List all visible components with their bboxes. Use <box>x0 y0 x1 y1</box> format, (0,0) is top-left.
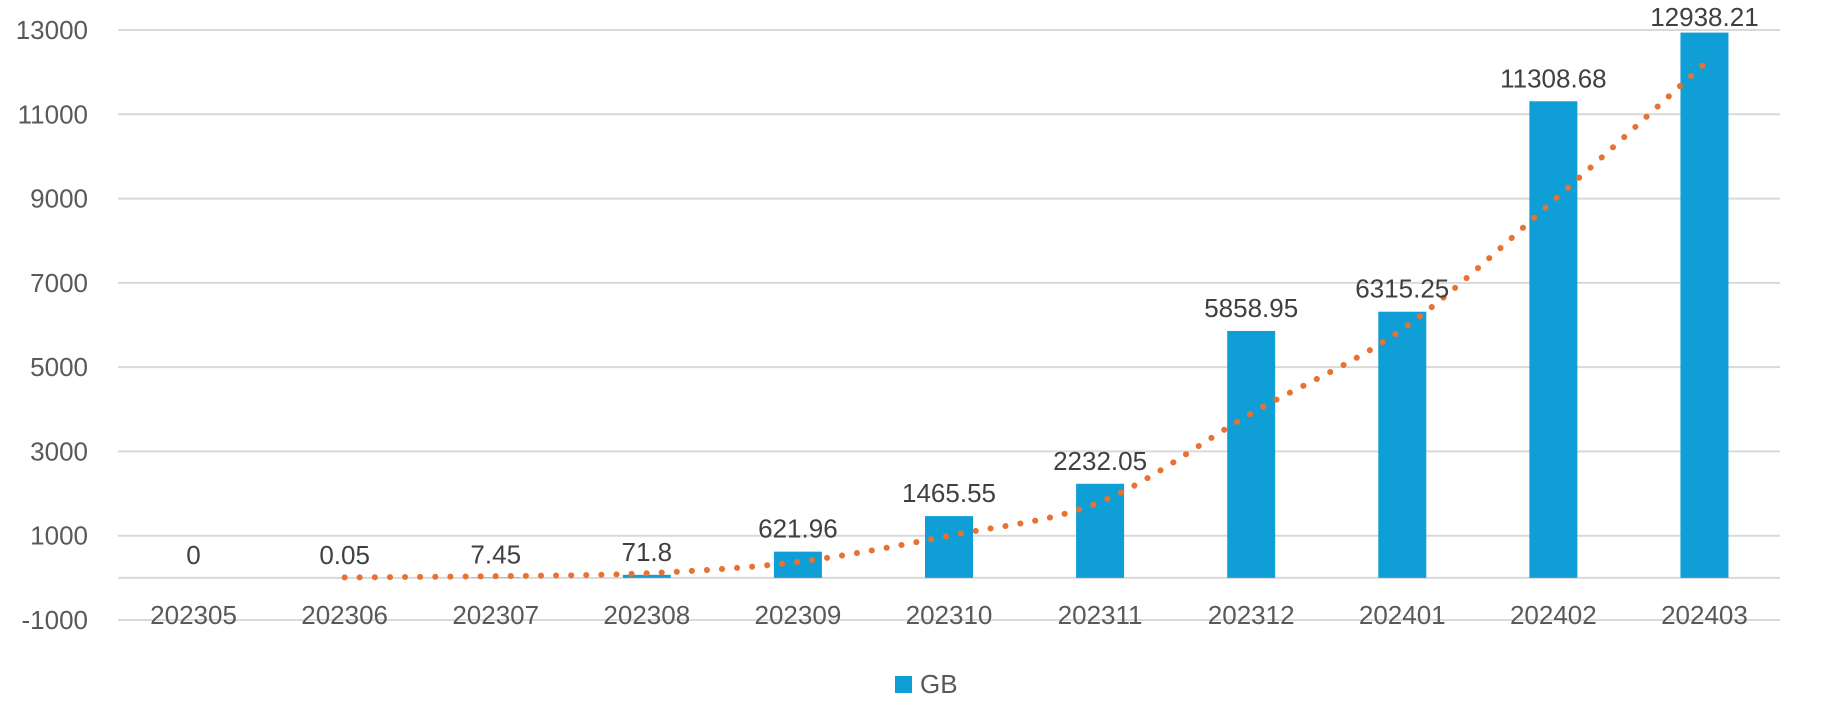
trendline <box>341 60 1708 581</box>
legend-label-gb: GB <box>920 669 958 699</box>
bar <box>622 574 671 578</box>
trendline-path <box>341 60 1708 581</box>
y-tick-label: 7000 <box>30 268 88 298</box>
bars <box>320 32 1729 578</box>
x-tick-label: 202309 <box>755 600 842 630</box>
bar <box>1227 330 1276 578</box>
data-label: 6315.25 <box>1355 274 1449 304</box>
bar <box>1076 483 1125 578</box>
y-tick-label: 1000 <box>30 521 88 551</box>
y-tick-label: -1000 <box>22 605 89 635</box>
y-tick-label: 5000 <box>30 352 88 382</box>
x-tick-label: 202310 <box>906 600 993 630</box>
data-label: 621.96 <box>758 514 838 544</box>
bar <box>925 516 973 578</box>
legend-swatch-gb <box>895 676 912 693</box>
data-label: 11308.68 <box>1500 63 1607 93</box>
x-tick-label: 202307 <box>452 600 539 630</box>
data-label: 0 <box>186 540 200 570</box>
data-label: 1465.55 <box>902 478 996 508</box>
x-axis-ticks: 202305 202306 202307 202308 202309 202310 2023… <box>150 600 1748 630</box>
y-tick-label: 9000 <box>30 184 88 214</box>
x-tick-label: 202401 <box>1359 600 1446 630</box>
data-label: 5858.95 <box>1204 293 1298 323</box>
bar <box>1529 101 1578 578</box>
x-tick-label: 202312 <box>1208 600 1295 630</box>
x-tick-label: 202306 <box>301 600 388 630</box>
legend: GB <box>895 669 958 699</box>
x-tick-label: 202305 <box>150 600 237 630</box>
data-label: 12938.21 <box>1650 2 1758 32</box>
data-labels: 0 0.05 7.45 71.8 621.96 1465.55 2232.05 5858.95… <box>186 2 1758 570</box>
y-tick-label: 13000 <box>16 15 88 45</box>
y-tick-label: 11000 <box>18 99 88 129</box>
data-label: 71.8 <box>622 537 673 567</box>
bar <box>1378 311 1427 578</box>
data-label: 2232.05 <box>1053 446 1147 476</box>
y-axis-ticks: -1000 1000 3000 5000 7000 9000 11000 13000 <box>16 15 88 635</box>
x-tick-label: 202311 <box>1058 600 1143 630</box>
x-tick-label: 202403 <box>1661 600 1748 630</box>
bar <box>1680 32 1729 578</box>
y-tick-label: 3000 <box>30 436 88 466</box>
x-tick-label: 202402 <box>1510 600 1597 630</box>
data-label: 0.05 <box>319 540 370 570</box>
data-label: 7.45 <box>470 540 521 570</box>
x-tick-label: 202308 <box>603 600 690 630</box>
